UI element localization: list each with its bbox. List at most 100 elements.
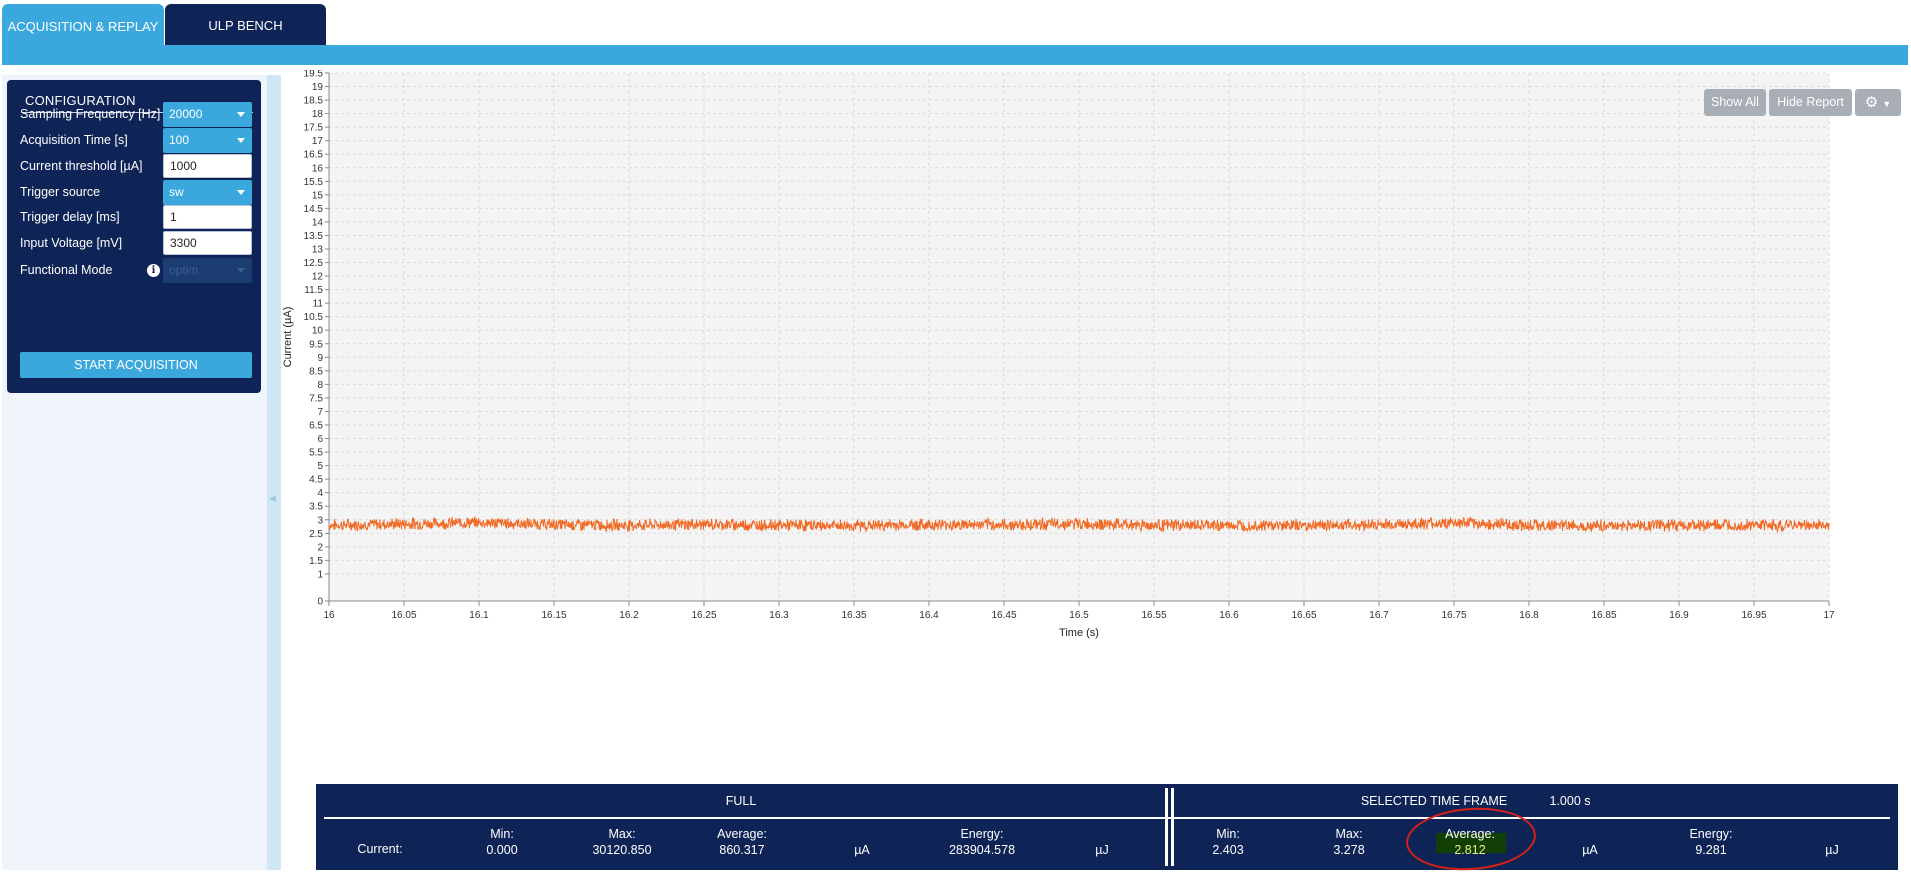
- x-tick-label: 16.45: [991, 610, 1016, 621]
- trigger-delay-label: Trigger delay [ms]: [20, 210, 120, 224]
- functional-mode-select: optim: [163, 258, 252, 283]
- x-tick-label: 16.95: [1741, 610, 1766, 621]
- y-tick-label: 10.5: [304, 312, 324, 323]
- input-voltage-label: Input Voltage [mV]: [20, 236, 123, 250]
- y-tick-label: 14: [312, 217, 324, 228]
- tab-acquisition-replay[interactable]: ACQUISITION & REPLAY: [2, 4, 164, 48]
- y-tick-label: 3.5: [309, 502, 323, 513]
- tab-ulp-bench[interactable]: ULP BENCH: [165, 4, 326, 46]
- y-tick-label: 3: [317, 515, 323, 526]
- x-tick-label: 16.35: [841, 610, 866, 621]
- trigger-source-row: Trigger source sw: [20, 180, 252, 206]
- y-tick-label: 16.5: [304, 150, 324, 161]
- y-tick-label: 8: [317, 380, 323, 391]
- acquisition-time-select[interactable]: 100: [163, 128, 252, 153]
- info-icon[interactable]: i: [147, 264, 160, 277]
- panel-splitter[interactable]: [267, 75, 281, 870]
- selected-average-value: 2.812: [1454, 843, 1486, 857]
- selected-time-frame-title: SELECTED TIME FRAME: [1360, 794, 1508, 808]
- full-current-unit: µA: [854, 843, 870, 857]
- x-tick-label: 16.8: [1519, 610, 1539, 621]
- y-tick-label: 7: [317, 407, 323, 418]
- y-tick-label: 9: [317, 353, 323, 364]
- current-threshold-input[interactable]: 1000: [163, 154, 252, 178]
- selected-min-value: 2.403: [1212, 843, 1244, 857]
- trigger-delay-row: Trigger delay [ms] 1: [20, 205, 252, 231]
- acquisition-time-row: Acquisition Time [s] 100: [20, 128, 252, 154]
- functional-mode-label: Functional Mode: [20, 263, 113, 277]
- chevron-down-icon: ▼: [1882, 99, 1892, 109]
- x-tick-label: 16: [323, 610, 335, 621]
- chevron-down-icon: [237, 268, 245, 273]
- x-tick-label: 16.7: [1369, 610, 1389, 621]
- selected-min-label: Min:: [1216, 827, 1240, 841]
- selected-energy-value: 9.281: [1695, 843, 1727, 857]
- start-acquisition-button[interactable]: START ACQUISITION: [20, 352, 252, 378]
- selected-max-label: Max:: [1335, 827, 1363, 841]
- trigger-delay-input[interactable]: 1: [163, 205, 252, 229]
- sampling-frequency-value: 20000: [169, 107, 203, 121]
- x-tick-label: 17: [1823, 610, 1835, 621]
- acquisition-time-label: Acquisition Time [s]: [20, 133, 128, 147]
- y-tick-label: 5.5: [309, 448, 323, 459]
- current-chart: 0 1 1.5 2 2.5 3 3.5 4 4.5 5 5.5 6 6.5 7 7.5 8 8.5 9 9.5 10 1…: [281, 69, 1911, 780]
- stats-report: FULL SELECTED TIME FRAME 1.000 s Current…: [316, 784, 1898, 874]
- x-tick-label: 16.1: [469, 610, 489, 621]
- stats-header-divider: [324, 817, 1890, 819]
- stats-separator: [1165, 788, 1168, 866]
- chart-svg[interactable]: 011.522.533.544.555.566.577.588.599.5101…: [281, 69, 1911, 780]
- y-tick-label: 13.5: [304, 231, 324, 242]
- show-all-button[interactable]: Show All: [1704, 89, 1766, 116]
- gear-menu-button[interactable]: ⚙ ▼: [1855, 89, 1901, 116]
- full-average-value: 860.317: [719, 843, 765, 857]
- x-tick-label: 16.4: [919, 610, 939, 621]
- chevron-down-icon: [237, 112, 245, 117]
- full-max-value: 30120.850: [592, 843, 652, 857]
- x-tick-label: 16.25: [691, 610, 716, 621]
- y-tick-label: 12.5: [304, 258, 324, 269]
- y-tick-label: 16: [312, 163, 324, 174]
- current-threshold-label: Current threshold [µA]: [20, 159, 143, 173]
- y-tick-label: 14.5: [304, 204, 324, 215]
- full-energy-unit: µJ: [1095, 843, 1109, 857]
- x-tick-label: 16.05: [391, 610, 416, 621]
- y-tick-label: 7.5: [309, 393, 323, 404]
- sampling-frequency-select[interactable]: 20000: [163, 102, 252, 127]
- functional-mode-value: optim: [169, 263, 199, 277]
- y-tick-label: 6: [317, 434, 323, 445]
- sampling-frequency-label: Sampling Frequency [Hz]: [20, 107, 161, 121]
- y-tick-label: 1.5: [309, 556, 323, 567]
- y-tick-label: 2.5: [309, 529, 323, 540]
- y-tick-label: 17.5: [304, 123, 324, 134]
- y-tick-label: 0: [317, 597, 323, 608]
- y-tick-label: 17: [312, 136, 324, 147]
- collapse-left-icon[interactable]: ◀: [269, 493, 276, 503]
- x-tick-label: 16.5: [1069, 610, 1089, 621]
- y-tick-label: 10: [312, 326, 324, 337]
- gear-icon: ⚙: [1864, 94, 1879, 111]
- trigger-source-value: sw: [169, 185, 184, 199]
- y-tick-label: 9.5: [309, 339, 323, 350]
- trigger-source-label: Trigger source: [20, 185, 101, 199]
- hide-report-button[interactable]: Hide Report: [1769, 89, 1852, 116]
- y-tick-label: 11: [313, 299, 324, 310]
- trigger-source-select[interactable]: sw: [163, 180, 252, 205]
- input-voltage-input[interactable]: 3300: [163, 231, 252, 255]
- y-tick-label: 11.5: [304, 285, 323, 296]
- configuration-title: CONFIGURATION: [25, 93, 136, 108]
- y-tick-label: 2: [317, 542, 323, 553]
- y-tick-label: 13: [312, 245, 324, 256]
- sampling-frequency-row: Sampling Frequency [Hz] 20000: [20, 102, 252, 128]
- selected-energy-label: Energy:: [1689, 827, 1733, 841]
- y-tick-label: 8.5: [309, 366, 323, 377]
- y-tick-label: 6.5: [309, 421, 323, 432]
- selected-average-label: Average:: [1445, 827, 1495, 841]
- stats-separator: [1171, 788, 1174, 866]
- y-tick-label: 5: [317, 461, 323, 472]
- configuration-panel: CONFIGURATION Sampling Frequency [Hz] 20…: [7, 80, 261, 393]
- selected-average-highlight: [1436, 833, 1506, 853]
- y-axis-label: Current (µA): [282, 307, 294, 368]
- full-min-label: Min:: [490, 827, 514, 841]
- full-min-value: 0.000: [486, 843, 518, 857]
- x-tick-label: 16.55: [1141, 610, 1166, 621]
